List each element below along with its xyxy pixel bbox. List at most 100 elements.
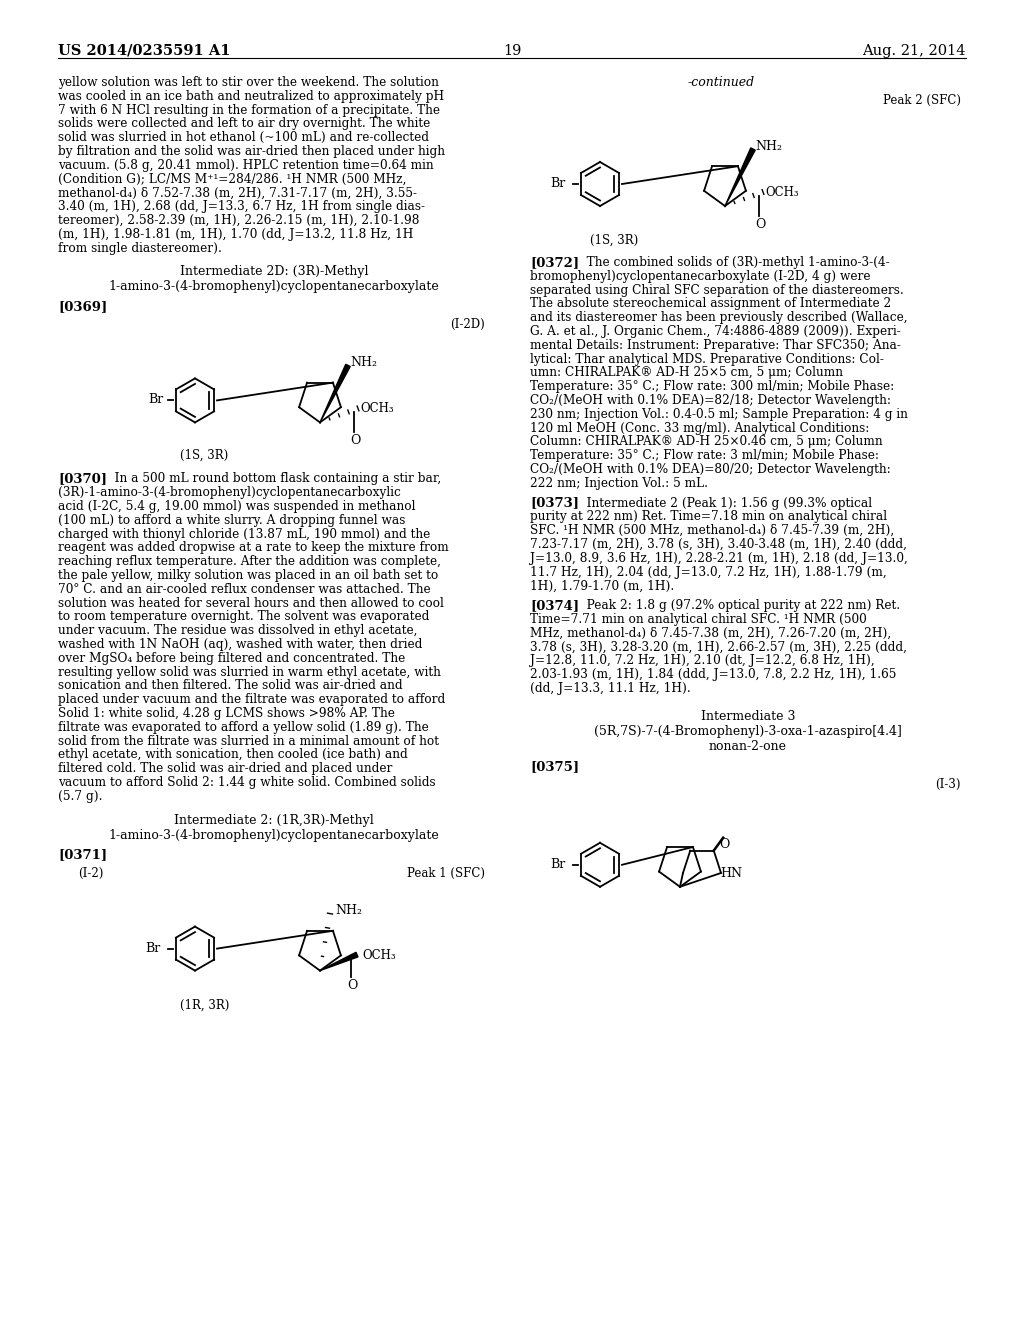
Text: mental Details: Instrument: Preparative: Thar SFC350; Ana-: mental Details: Instrument: Preparative:…	[530, 339, 901, 352]
Text: yellow solution was left to stir over the weekend. The solution: yellow solution was left to stir over th…	[58, 77, 439, 88]
Text: 3.78 (s, 3H), 3.28-3.20 (m, 1H), 2.66-2.57 (m, 3H), 2.25 (ddd,: 3.78 (s, 3H), 3.28-3.20 (m, 1H), 2.66-2.…	[530, 640, 907, 653]
Text: OCH₃: OCH₃	[360, 403, 393, 416]
Text: acid (I-2C, 5.4 g, 19.00 mmol) was suspended in methanol: acid (I-2C, 5.4 g, 19.00 mmol) was suspe…	[58, 500, 416, 513]
Text: Time=7.71 min on analytical chiral SFC. ¹H NMR (500: Time=7.71 min on analytical chiral SFC. …	[530, 612, 866, 626]
Text: Column: CHIRALPAK® AD-H 25×0.46 cm, 5 μm; Column: Column: CHIRALPAK® AD-H 25×0.46 cm, 5 μm…	[530, 436, 883, 449]
Polygon shape	[725, 148, 756, 206]
Text: reaching reflux temperature. After the addition was complete,: reaching reflux temperature. After the a…	[58, 556, 441, 568]
Text: (I-2D): (I-2D)	[451, 318, 485, 331]
Text: methanol-d₄) δ 7.52-7.38 (m, 2H), 7.31-7.17 (m, 2H), 3.55-: methanol-d₄) δ 7.52-7.38 (m, 2H), 7.31-7…	[58, 186, 417, 199]
Text: separated using Chiral SFC separation of the diastereomers.: separated using Chiral SFC separation of…	[530, 284, 904, 297]
Text: Intermediate 2 (Peak 1): 1.56 g (99.3% optical: Intermediate 2 (Peak 1): 1.56 g (99.3% o…	[575, 496, 872, 510]
Text: 19: 19	[503, 44, 521, 58]
Text: O: O	[347, 978, 357, 991]
Text: was cooled in an ice bath and neutralized to approximately pH: was cooled in an ice bath and neutralize…	[58, 90, 444, 103]
Text: 3.40 (m, 1H), 2.68 (dd, J=13.3, 6.7 Hz, 1H from single dias-: 3.40 (m, 1H), 2.68 (dd, J=13.3, 6.7 Hz, …	[58, 201, 425, 214]
Text: solid from the filtrate was slurried in a minimal amount of hot: solid from the filtrate was slurried in …	[58, 735, 439, 747]
Text: (m, 1H), 1.98-1.81 (m, 1H), 1.70 (dd, J=13.2, 11.8 Hz, 1H: (m, 1H), 1.98-1.81 (m, 1H), 1.70 (dd, J=…	[58, 228, 414, 240]
Text: (5.7 g).: (5.7 g).	[58, 789, 102, 803]
Text: Peak 2: 1.8 g (97.2% optical purity at 222 nm) Ret.: Peak 2: 1.8 g (97.2% optical purity at 2…	[575, 599, 900, 612]
Text: washed with 1N NaOH (aq), washed with water, then dried: washed with 1N NaOH (aq), washed with wa…	[58, 638, 422, 651]
Text: 70° C. and an air-cooled reflux condenser was attached. The: 70° C. and an air-cooled reflux condense…	[58, 583, 431, 595]
Text: resulting yellow solid was slurried in warm ethyl acetate, with: resulting yellow solid was slurried in w…	[58, 665, 441, 678]
Text: NH₂: NH₂	[350, 356, 377, 370]
Text: (Condition G); LC/MS M⁺¹=284/286. ¹H NMR (500 MHz,: (Condition G); LC/MS M⁺¹=284/286. ¹H NMR…	[58, 173, 407, 186]
Text: [0375]: [0375]	[530, 760, 580, 772]
Text: O: O	[755, 218, 765, 231]
Text: -continued: -continued	[688, 77, 755, 88]
Text: Solid 1: white solid, 4.28 g LCMS shows >98% AP. The: Solid 1: white solid, 4.28 g LCMS shows …	[58, 708, 395, 719]
Text: by filtration and the solid was air-dried then placed under high: by filtration and the solid was air-drie…	[58, 145, 445, 158]
Text: HN: HN	[721, 867, 742, 880]
Text: Br: Br	[550, 177, 565, 190]
Text: 1-amino-3-(4-bromophenyl)cyclopentanecarboxylate: 1-amino-3-(4-bromophenyl)cyclopentanecar…	[109, 829, 439, 842]
Text: The absolute stereochemical assignment of Intermediate 2: The absolute stereochemical assignment o…	[530, 297, 891, 310]
Text: Intermediate 2D: (3R)-Methyl: Intermediate 2D: (3R)-Methyl	[180, 265, 369, 279]
Text: umn: CHIRALPAK® AD-H 25×5 cm, 5 μm; Column: umn: CHIRALPAK® AD-H 25×5 cm, 5 μm; Colu…	[530, 367, 843, 379]
Text: 222 nm; Injection Vol.: 5 mL.: 222 nm; Injection Vol.: 5 mL.	[530, 477, 708, 490]
Text: NH₂: NH₂	[335, 904, 362, 916]
Text: G. A. et al., J. Organic Chem., 74:4886-4889 (2009)). Experi-: G. A. et al., J. Organic Chem., 74:4886-…	[530, 325, 901, 338]
Text: In a 500 mL round bottom flask containing a stir bar,: In a 500 mL round bottom flask containin…	[103, 473, 441, 486]
Text: O: O	[719, 838, 729, 850]
Text: 7.23-7.17 (m, 2H), 3.78 (s, 3H), 3.40-3.48 (m, 1H), 2.40 (ddd,: 7.23-7.17 (m, 2H), 3.78 (s, 3H), 3.40-3.…	[530, 539, 907, 550]
Text: over MgSO₄ before being filtered and concentrated. The: over MgSO₄ before being filtered and con…	[58, 652, 406, 665]
Text: Peak 2 (SFC): Peak 2 (SFC)	[883, 94, 961, 107]
Text: vacuum to afford Solid 2: 1.44 g white solid. Combined solids: vacuum to afford Solid 2: 1.44 g white s…	[58, 776, 435, 789]
Polygon shape	[319, 952, 358, 970]
Text: nonan-2-one: nonan-2-one	[709, 739, 787, 752]
Text: O: O	[350, 434, 360, 447]
Text: under vacuum. The residue was dissolved in ethyl acetate,: under vacuum. The residue was dissolved …	[58, 624, 418, 638]
Text: Intermediate 3: Intermediate 3	[700, 710, 796, 723]
Text: OCH₃: OCH₃	[362, 949, 395, 961]
Text: Temperature: 35° C.; Flow rate: 300 ml/min; Mobile Phase:: Temperature: 35° C.; Flow rate: 300 ml/m…	[530, 380, 894, 393]
Text: Br: Br	[145, 941, 160, 954]
Text: filtered cold. The solid was air-dried and placed under: filtered cold. The solid was air-dried a…	[58, 762, 392, 775]
Text: CO₂/(MeOH with 0.1% DEA)=80/20; Detector Wavelength:: CO₂/(MeOH with 0.1% DEA)=80/20; Detector…	[530, 463, 891, 477]
Text: Aug. 21, 2014: Aug. 21, 2014	[862, 44, 966, 58]
Text: bromophenyl)cyclopentanecarboxylate (I-2D, 4 g) were: bromophenyl)cyclopentanecarboxylate (I-2…	[530, 269, 870, 282]
Text: (dd, J=13.3, 11.1 Hz, 1H).: (dd, J=13.3, 11.1 Hz, 1H).	[530, 682, 691, 696]
Text: filtrate was evaporated to afford a yellow solid (1.89 g). The: filtrate was evaporated to afford a yell…	[58, 721, 429, 734]
Text: lytical: Thar analytical MDS. Preparative Conditions: Col-: lytical: Thar analytical MDS. Preparativ…	[530, 352, 884, 366]
Text: 7 with 6 N HCl resulting in the formation of a precipitate. The: 7 with 6 N HCl resulting in the formatio…	[58, 103, 440, 116]
Text: [0373]: [0373]	[530, 496, 579, 510]
Text: from single diastereomer).: from single diastereomer).	[58, 242, 222, 255]
Text: vacuum. (5.8 g, 20.41 mmol). HPLC retention time=0.64 min: vacuum. (5.8 g, 20.41 mmol). HPLC retent…	[58, 158, 433, 172]
Text: 11.7 Hz, 1H), 2.04 (dd, J=13.0, 7.2 Hz, 1H), 1.88-1.79 (m,: 11.7 Hz, 1H), 2.04 (dd, J=13.0, 7.2 Hz, …	[530, 565, 887, 578]
Text: (I-2): (I-2)	[78, 867, 103, 879]
Text: Temperature: 35° C.; Flow rate: 3 ml/min; Mobile Phase:: Temperature: 35° C.; Flow rate: 3 ml/min…	[530, 449, 879, 462]
Text: ethyl acetate, with sonication, then cooled (ice bath) and: ethyl acetate, with sonication, then coo…	[58, 748, 408, 762]
Text: (100 mL) to afford a white slurry. A dropping funnel was: (100 mL) to afford a white slurry. A dro…	[58, 513, 406, 527]
Text: (1R, 3R): (1R, 3R)	[180, 999, 229, 1011]
Text: MHz, methanol-d₄) δ 7.45-7.38 (m, 2H), 7.26-7.20 (m, 2H),: MHz, methanol-d₄) δ 7.45-7.38 (m, 2H), 7…	[530, 627, 891, 640]
Text: 120 ml MeOH (Conc. 33 mg/ml). Analytical Conditions:: 120 ml MeOH (Conc. 33 mg/ml). Analytical…	[530, 421, 869, 434]
Text: [0371]: [0371]	[58, 849, 108, 862]
Text: [0374]: [0374]	[530, 599, 580, 612]
Text: (I-3): (I-3)	[936, 777, 961, 791]
Text: US 2014/0235591 A1: US 2014/0235591 A1	[58, 44, 230, 58]
Text: charged with thionyl chloride (13.87 mL, 190 mmol) and the: charged with thionyl chloride (13.87 mL,…	[58, 528, 430, 541]
Text: [0372]: [0372]	[530, 256, 580, 269]
Text: solids were collected and left to air dry overnight. The white: solids were collected and left to air dr…	[58, 117, 430, 131]
Text: OCH₃: OCH₃	[765, 186, 799, 199]
Text: 1-amino-3-(4-bromophenyl)cyclopentanecarboxylate: 1-amino-3-(4-bromophenyl)cyclopentanecar…	[109, 280, 439, 293]
Text: SFC. ¹H NMR (500 MHz, methanol-d₄) δ 7.45-7.39 (m, 2H),: SFC. ¹H NMR (500 MHz, methanol-d₄) δ 7.4…	[530, 524, 894, 537]
Text: reagent was added dropwise at a rate to keep the mixture from: reagent was added dropwise at a rate to …	[58, 541, 449, 554]
Text: purity at 222 nm) Ret. Time=7.18 min on analytical chiral: purity at 222 nm) Ret. Time=7.18 min on …	[530, 511, 887, 524]
Text: J=12.8, 11.0, 7.2 Hz, 1H), 2.10 (dt, J=12.2, 6.8 Hz, 1H),: J=12.8, 11.0, 7.2 Hz, 1H), 2.10 (dt, J=1…	[530, 655, 874, 668]
Polygon shape	[319, 364, 350, 422]
Text: tereomer), 2.58-2.39 (m, 1H), 2.26-2.15 (m, 1H), 2.10-1.98: tereomer), 2.58-2.39 (m, 1H), 2.26-2.15 …	[58, 214, 420, 227]
Text: Intermediate 2: (1R,3R)-Methyl: Intermediate 2: (1R,3R)-Methyl	[174, 813, 374, 826]
Text: the pale yellow, milky solution was placed in an oil bath set to: the pale yellow, milky solution was plac…	[58, 569, 438, 582]
Text: placed under vacuum and the filtrate was evaporated to afford: placed under vacuum and the filtrate was…	[58, 693, 445, 706]
Text: The combined solids of (3R)-methyl 1-amino-3-(4-: The combined solids of (3R)-methyl 1-ami…	[575, 256, 890, 269]
Text: 2.03-1.93 (m, 1H), 1.84 (ddd, J=13.0, 7.8, 2.2 Hz, 1H), 1.65: 2.03-1.93 (m, 1H), 1.84 (ddd, J=13.0, 7.…	[530, 668, 896, 681]
Text: J=13.0, 8.9, 3.6 Hz, 1H), 2.28-2.21 (m, 1H), 2.18 (dd, J=13.0,: J=13.0, 8.9, 3.6 Hz, 1H), 2.28-2.21 (m, …	[530, 552, 908, 565]
Text: 230 nm; Injection Vol.: 0.4-0.5 ml; Sample Preparation: 4 g in: 230 nm; Injection Vol.: 0.4-0.5 ml; Samp…	[530, 408, 908, 421]
Text: Br: Br	[550, 858, 565, 871]
Text: (1S, 3R): (1S, 3R)	[590, 234, 638, 247]
Text: (5R,7S)-7-(4-Bromophenyl)-3-oxa-1-azaspiro[4.4]: (5R,7S)-7-(4-Bromophenyl)-3-oxa-1-azaspi…	[594, 725, 902, 738]
Text: Br: Br	[148, 393, 163, 407]
Text: 1H), 1.79-1.70 (m, 1H).: 1H), 1.79-1.70 (m, 1H).	[530, 579, 674, 593]
